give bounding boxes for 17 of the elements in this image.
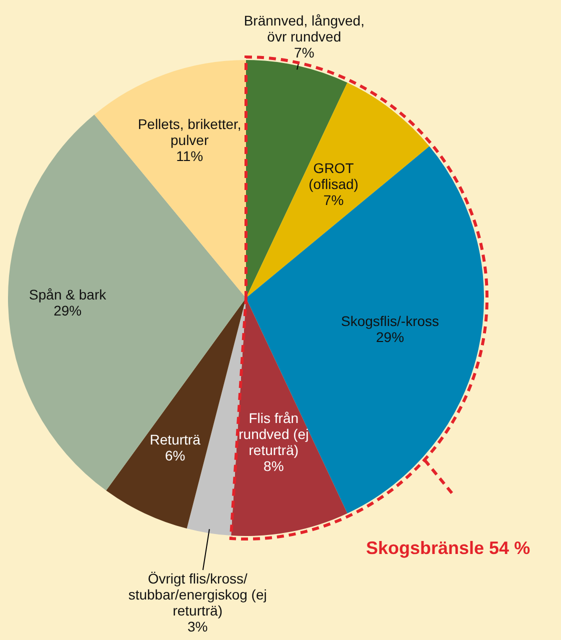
data-label: 3% bbox=[187, 618, 208, 634]
slice-label: GROT (oflisad) bbox=[308, 160, 358, 192]
data-label: 29% bbox=[376, 329, 404, 346]
data-label: 8% bbox=[264, 458, 284, 474]
data-label: 29% bbox=[54, 302, 82, 318]
slice-label: Skogsflis/-kross bbox=[340, 313, 440, 330]
data-label: 7% bbox=[323, 192, 344, 208]
slice-label: Returträ bbox=[150, 432, 201, 448]
text: Skogsbränsle 54 % bbox=[366, 538, 530, 559]
data-label: 7% bbox=[294, 44, 314, 61]
data-label: 11% bbox=[176, 148, 204, 164]
data-label: 6% bbox=[164, 448, 186, 464]
slice-label: Flis från rundved (ej returträ) bbox=[238, 410, 309, 458]
slice-label: Spån & bark bbox=[29, 286, 108, 302]
slice-label: Övrigt flis/kross/ stubbar/energiskog (ej returträ) bbox=[128, 570, 267, 618]
slice-label: Pellets, briketter, pulver bbox=[138, 116, 242, 148]
slice-label: Brännved, långved, övr rundved bbox=[244, 12, 364, 45]
